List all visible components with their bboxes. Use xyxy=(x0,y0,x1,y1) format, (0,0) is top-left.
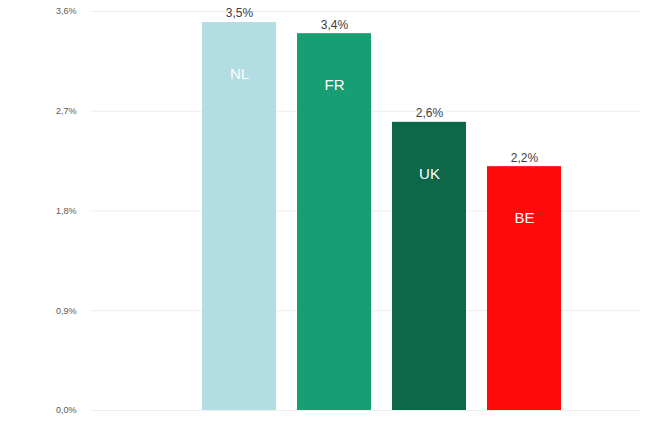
svg-text:UK: UK xyxy=(419,165,440,182)
svg-text:0,0%: 0,0% xyxy=(56,405,77,415)
svg-text:3,6%: 3,6% xyxy=(56,6,77,16)
svg-text:3,5%: 3,5% xyxy=(226,6,254,20)
svg-text:BE: BE xyxy=(514,209,534,226)
svg-text:1,8%: 1,8% xyxy=(56,206,77,216)
svg-text:2,6%: 2,6% xyxy=(416,106,444,120)
svg-text:NL: NL xyxy=(230,65,249,82)
svg-text:2,2%: 2,2% xyxy=(511,151,539,165)
svg-text:3,4%: 3,4% xyxy=(321,18,349,32)
svg-text:2,7%: 2,7% xyxy=(56,106,77,116)
svg-text:0,9%: 0,9% xyxy=(56,306,77,316)
svg-text:FR: FR xyxy=(325,76,345,93)
